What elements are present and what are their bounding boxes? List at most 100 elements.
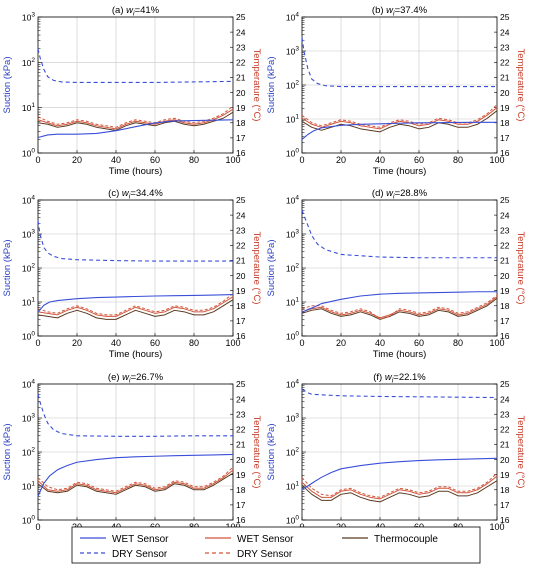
y-left-tick-label: 103 (22, 12, 35, 23)
y-right-tick-label: 16 (236, 331, 246, 341)
y-right-tick-label: 24 (236, 210, 246, 220)
tick-exponent: 1 (31, 102, 35, 109)
tick-base: 10 (286, 47, 296, 57)
series-line-wet-temp (37, 296, 234, 317)
y-right-tick-label: 21 (236, 73, 246, 83)
x-tick-label: 40 (111, 338, 121, 348)
y-right-tick-label: 18 (500, 301, 510, 311)
title-subscript: i (129, 194, 131, 201)
legend-label: WET Sensor (237, 534, 294, 545)
y-left-axis-label: Suction (kPa) (266, 239, 277, 296)
tick-exponent: 4 (31, 379, 35, 386)
x-axis-label: Time (hours) (109, 349, 163, 360)
title-prefix: (b) (372, 5, 386, 16)
y-right-tick-label: 22 (236, 58, 246, 68)
y-left-tick-label: 102 (22, 263, 35, 274)
series-line-wet-suction (37, 453, 234, 497)
tick-exponent: 0 (31, 331, 35, 338)
series-line-thermo (301, 480, 498, 503)
y-right-tick-label: 20 (236, 271, 246, 281)
tick-base: 10 (22, 264, 32, 274)
legend-label: DRY Sensor (112, 549, 168, 560)
y-left-tick-label: 101 (286, 114, 299, 125)
tick-base: 10 (286, 196, 296, 206)
y-right-tick-label: 25 (236, 195, 246, 205)
x-tick-label: 60 (150, 338, 160, 348)
series-line-wet-suction (301, 291, 497, 313)
y-left-tick-label: 102 (286, 263, 299, 274)
tick-exponent: 3 (295, 413, 299, 420)
y-right-tick-label: 16 (236, 515, 246, 525)
legend-label: WET Sensor (112, 534, 169, 545)
y-right-tick-label: 23 (500, 225, 510, 235)
tick-base: 10 (22, 380, 32, 390)
x-tick-label: 80 (453, 338, 463, 348)
tick-base: 10 (22, 196, 32, 206)
y-right-tick-label: 21 (500, 440, 510, 450)
legend-label: Thermocouple (374, 534, 438, 545)
tick-exponent: 3 (295, 46, 299, 53)
y-left-axis-label: Suction (kPa) (2, 239, 13, 296)
y-right-tick-label: 18 (236, 301, 246, 311)
x-tick-label: 100 (489, 338, 504, 348)
title-prefix: (d) (372, 188, 386, 199)
y-right-tick-label: 22 (236, 241, 246, 251)
tick-exponent: 2 (31, 263, 35, 270)
tick-base: 10 (22, 103, 32, 113)
y-left-tick-label: 104 (22, 195, 35, 206)
tick-exponent: 0 (31, 148, 35, 155)
x-tick-label: 60 (150, 155, 160, 165)
y-right-tick-label: 18 (500, 485, 510, 495)
tick-base: 10 (22, 414, 32, 424)
y-right-tick-label: 23 (236, 409, 246, 419)
x-tick-label: 100 (489, 155, 504, 165)
y-right-tick-label: 24 (236, 394, 246, 404)
tick-base: 10 (22, 149, 32, 159)
y-right-tick-label: 18 (236, 118, 246, 128)
tick-base: 10 (286, 482, 296, 492)
series-line-dry-suction (37, 48, 234, 83)
y-left-tick-label: 101 (22, 102, 35, 113)
y-right-tick-label: 16 (500, 331, 510, 341)
title-variable: w (126, 5, 134, 16)
title-value: =41% (135, 5, 160, 16)
tick-base: 10 (286, 380, 296, 390)
series-line-wet-temp (301, 107, 498, 130)
y-right-tick-label: 21 (500, 256, 510, 266)
y-right-tick-label: 18 (236, 485, 246, 495)
tick-exponent: 1 (295, 481, 299, 488)
tick-exponent: 3 (31, 413, 35, 420)
tick-base: 10 (22, 58, 32, 68)
series-line-dry-temp (301, 294, 498, 320)
y-right-tick-label: 23 (236, 42, 246, 52)
series-line-wet-suction (301, 457, 498, 490)
series-line-wet-temp (301, 475, 498, 500)
panel-a: 0 20 40 60 80 1001001011021031617181920212223… (2, 5, 262, 177)
tick-exponent: 2 (295, 263, 299, 270)
x-axis-label: Time (hours) (373, 166, 427, 177)
tick-base: 10 (22, 13, 32, 23)
x-tick-label: 60 (414, 155, 424, 165)
y-left-tick-label: 101 (22, 297, 35, 308)
tick-exponent: 2 (295, 80, 299, 87)
tick-base: 10 (286, 149, 296, 159)
x-tick-label: 80 (453, 155, 463, 165)
series-line-dry-temp (37, 466, 234, 492)
y-left-tick-label: 102 (286, 447, 299, 458)
series-line-wet-temp (301, 296, 498, 319)
panel-title: (b) wi=37.4% (372, 5, 428, 18)
tick-exponent: 1 (31, 481, 35, 488)
y-left-tick-label: 101 (22, 481, 35, 492)
y-left-tick-label: 102 (22, 447, 35, 458)
tick-exponent: 0 (295, 148, 299, 155)
panel-title: (e) wi=26.7% (108, 372, 164, 385)
title-value: =26.7% (131, 372, 164, 383)
title-prefix: (f) (373, 372, 385, 383)
title-value: =34.4% (130, 188, 163, 199)
series-line-thermo (37, 472, 234, 495)
x-tick-label: 80 (189, 338, 199, 348)
tick-base: 10 (22, 448, 32, 458)
x-tick-label: 20 (72, 155, 82, 165)
y-right-axis-label: Temperature (°C) (251, 232, 262, 305)
y-left-tick-label: 104 (286, 12, 299, 23)
